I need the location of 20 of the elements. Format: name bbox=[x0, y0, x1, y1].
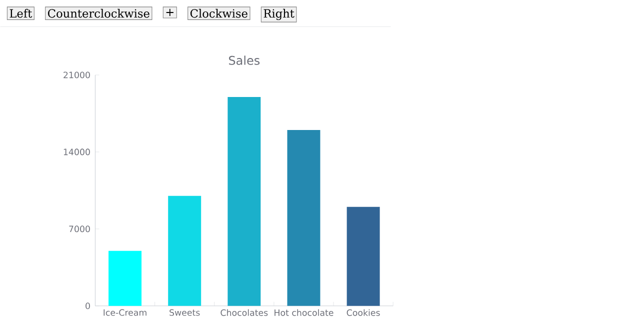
x-tick-label: Hot chocolate bbox=[274, 309, 334, 316]
y-tick-label: 14000 bbox=[64, 148, 90, 156]
x-tick-label: Ice-Cream bbox=[104, 309, 146, 316]
x-tick-label: Sweets bbox=[170, 309, 200, 316]
text: Left bbox=[10, 8, 32, 18]
y-tick-label: 21000 bbox=[64, 72, 90, 78]
bar bbox=[228, 97, 261, 306]
text: Counterclockwise bbox=[48, 8, 150, 18]
chart-title: Sales bbox=[228, 56, 260, 65]
y-tick-label: 7000 bbox=[69, 226, 90, 232]
bar bbox=[108, 250, 142, 306]
bar bbox=[287, 130, 320, 306]
y-tick-label: 0 bbox=[86, 302, 90, 310]
text: + bbox=[166, 8, 174, 16]
bar bbox=[168, 196, 202, 306]
text: Right bbox=[264, 8, 294, 20]
x-tick-label: Chocolates bbox=[220, 309, 268, 316]
x-tick-label: Cookies bbox=[346, 309, 380, 316]
bar bbox=[346, 206, 380, 306]
text: Clockwise bbox=[190, 8, 248, 18]
